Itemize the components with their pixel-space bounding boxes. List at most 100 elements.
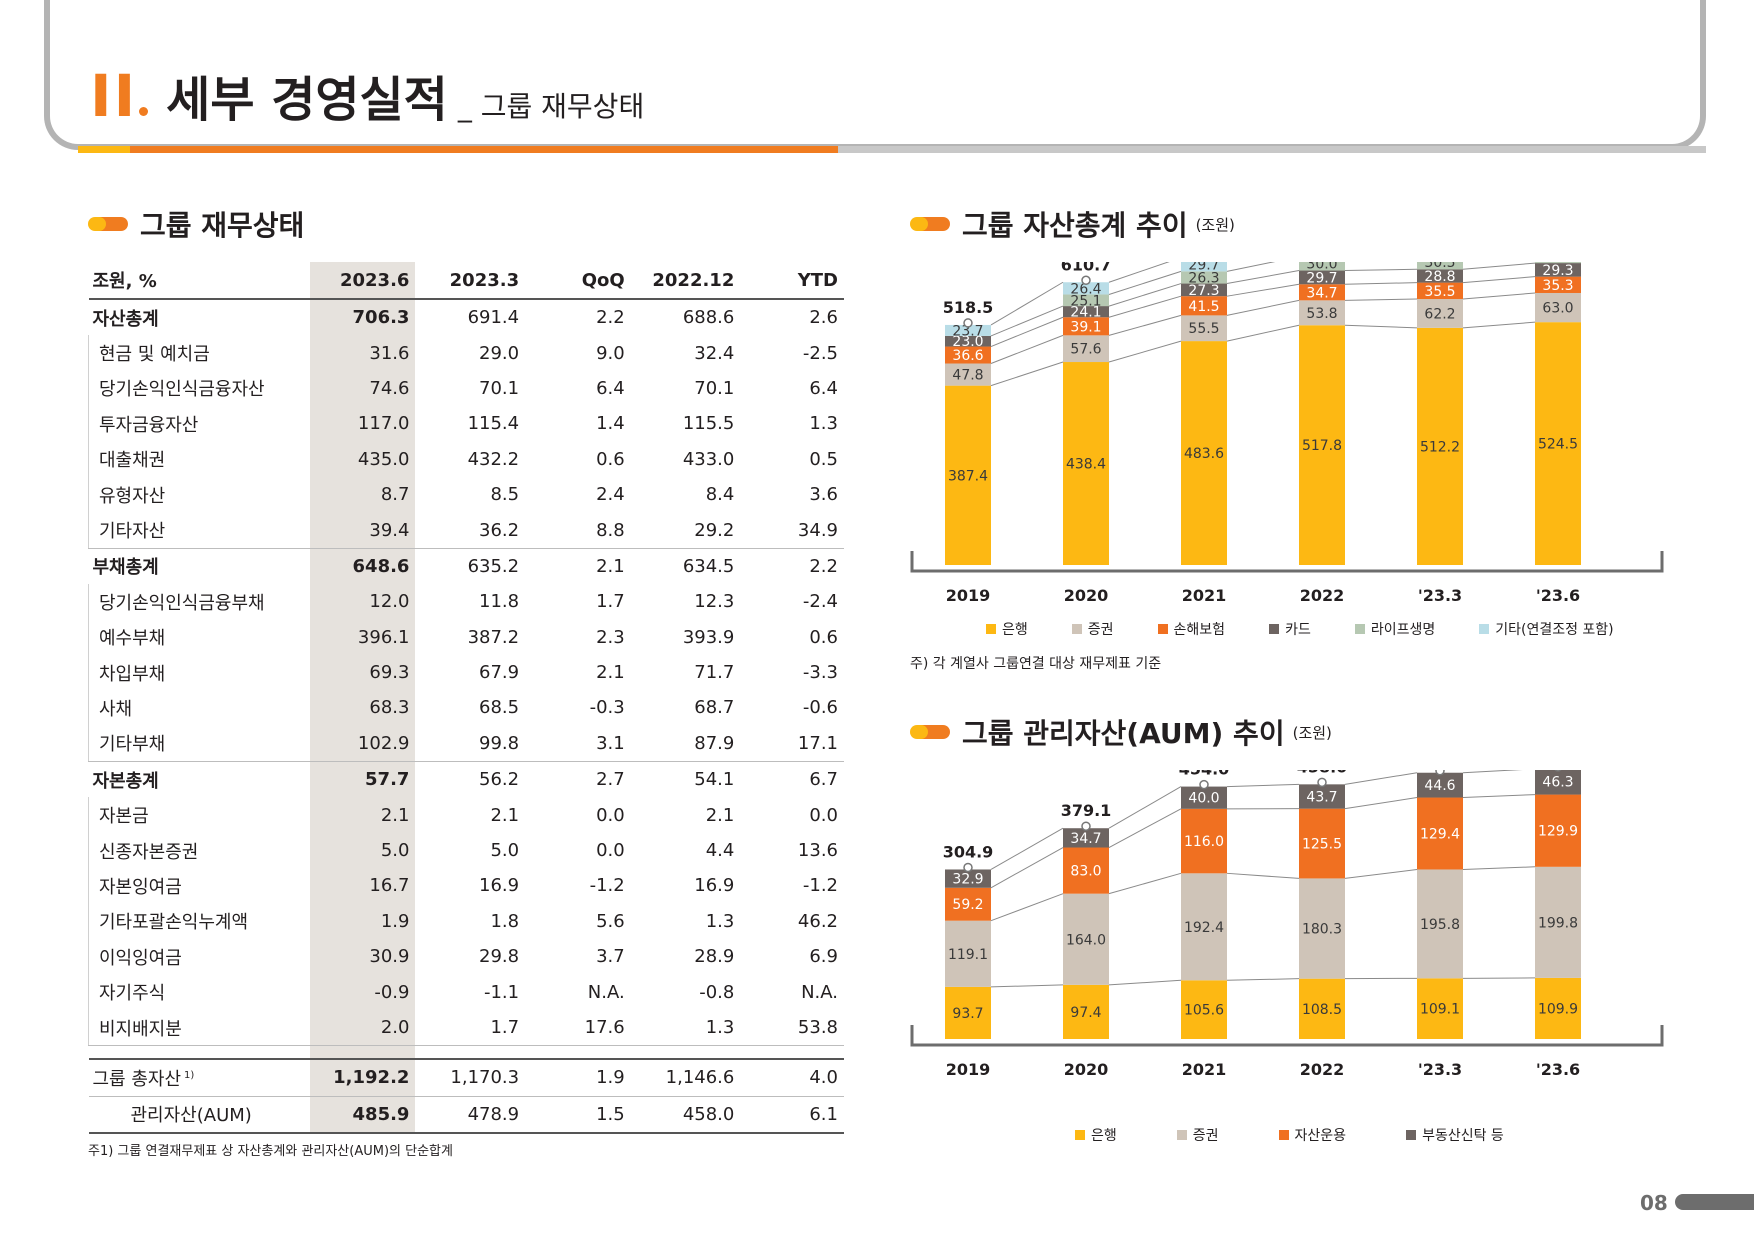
summary-row: 그룹 총자산 1) 1,192.2 1,170.3 1.9 1,146.6 4.0 (88, 1058, 844, 1097)
legend-item: 은행 (1075, 1125, 1117, 1145)
cell-value: 29.8 (479, 946, 520, 968)
row-label: 기타자산 (87, 512, 310, 549)
bullet-icon (910, 217, 950, 231)
bar-value-label: 24.1 (1070, 305, 1101, 321)
legend-item: 부동산신탁 등 (1406, 1125, 1504, 1145)
legend-item: 카드 (1269, 619, 1311, 639)
cell-value: 17.6 (525, 1009, 631, 1047)
bar-value-label: 23.0 (952, 334, 983, 350)
summary-row: 관리자산(AUM) 485.9 478.9 1.5 458.0 6.1 (88, 1096, 844, 1134)
table-row: 기타포괄손익누계액 1.9 1.8 5.6 1.3 46.2 (87, 903, 845, 940)
bar-value-label: 180.3 (1302, 922, 1342, 938)
bar-segment (1181, 980, 1227, 1039)
table-row: 기타부채 102.9 99.8 3.1 87.9 17.1 (87, 725, 844, 763)
cell-value: 1.7 (415, 1009, 526, 1047)
x-tick-label: 2022 (1300, 1060, 1345, 1079)
legend-label: 부동산신탁 등 (1422, 1128, 1504, 1144)
cell-value: 54.1 (694, 769, 735, 791)
cell-value: 396.1 (309, 619, 416, 655)
bar-value-label: 28.8 (1424, 269, 1455, 285)
cell-value: 3.7 (596, 946, 625, 968)
bar-segment (1181, 283, 1227, 297)
bar-value-label: 164.0 (1066, 932, 1106, 948)
table-row: 기타자산 39.4 36.2 8.8 29.2 34.9 (87, 512, 844, 549)
cell-value: 2.1 (596, 662, 625, 684)
header-accent-yellow (78, 146, 130, 153)
cell-value: 435.0 (309, 441, 416, 477)
x-tick-label: '23.3 (1418, 1060, 1462, 1079)
cell-value: 69.3 (309, 654, 416, 691)
cell-value: 6.9 (809, 946, 838, 968)
table-row: 자본금 2.1 2.1 0.0 2.1 0.0 (87, 797, 845, 833)
bar-value-label: 47.8 (952, 368, 983, 384)
cell-value: 28.9 (694, 946, 735, 968)
cell-value: 16.9 (479, 875, 520, 897)
bar-value-label: 524.5 (1538, 437, 1578, 453)
cell-value: 0.0 (596, 804, 625, 826)
bar-value-label: 192.4 (1184, 920, 1224, 936)
bar-segment (1535, 770, 1581, 795)
table-row: 부채총계 648.6 635.2 2.1 634.5 2.2 (89, 548, 845, 585)
connector-line (1462, 770, 1523, 774)
total-marker (1199, 779, 1209, 790)
bar-value-label: 27.3 (1188, 283, 1219, 299)
bar-value-label: 125.5 (1302, 837, 1342, 853)
connector-line (1108, 295, 1182, 318)
bar-segment (1535, 263, 1581, 277)
legend-swatch (1278, 1130, 1289, 1140)
cell-value: 1.3 (630, 1009, 741, 1047)
cell-value: 102.9 (309, 725, 416, 763)
x-tick-label: 2021 (1182, 586, 1227, 605)
bar-value-label: 195.8 (1420, 917, 1460, 933)
connector-line (1108, 314, 1182, 336)
bar-segment (1063, 362, 1109, 565)
cell-value: 688.6 (682, 307, 735, 329)
total-assets-legend: 은행 증권 손해보험 카드 라이프생명 기타(연결조정 포함) (986, 619, 1658, 639)
cell-value: 70.1 (479, 377, 520, 399)
connector-line (1108, 262, 1170, 283)
cell-value: 2.6 (809, 307, 838, 329)
connector-line (1344, 298, 1418, 301)
bullet-icon (88, 217, 128, 231)
table-header-row: 조원, % 2023.6 2023.3 QoQ 2022.12 YTD (88, 262, 844, 300)
cell-value: 2.2 (596, 307, 625, 329)
cell-value: 32.4 (694, 342, 735, 364)
bar-value-label: 62.2 (1424, 306, 1455, 322)
cell-value: 3.1 (525, 725, 631, 763)
cell-value: 1.4 (596, 413, 625, 435)
cell-value: 0.0 (596, 840, 625, 862)
cell-value: 8.8 (525, 512, 631, 549)
bar-segment (1417, 978, 1463, 1039)
bar-segment (1063, 282, 1109, 295)
legend-label: 손해보험 (1173, 622, 1226, 638)
legend-label: 증권 (1087, 622, 1114, 638)
connector-line (1226, 283, 1300, 297)
bar-segment (1181, 296, 1227, 316)
bar-segment (1535, 262, 1581, 264)
x-tick-label: 2020 (1064, 1060, 1109, 1079)
connector-line (990, 827, 1064, 870)
total-marker (1081, 275, 1091, 285)
cell-value: 46.2 (797, 910, 838, 932)
bar-value-label: 55.5 (1188, 321, 1219, 337)
bar-value-label: 41.5 (1188, 299, 1219, 315)
table-row: 자본총계 57.7 56.2 2.7 54.1 6.7 (89, 761, 845, 798)
bar-value-label: 43.7 (1306, 790, 1337, 806)
cell-value: 1.3 (809, 413, 838, 435)
legend-swatch (1406, 1130, 1417, 1140)
cell-value: 648.6 (309, 548, 416, 585)
row-label: 기타부채 (87, 725, 310, 763)
bar-value-label: 26.3 (1188, 270, 1219, 286)
row-label: 기타포괄손익누계액 (87, 903, 310, 940)
cell-value: 13.6 (797, 840, 838, 862)
bar-segment (945, 385, 991, 565)
cell-value: 36.2 (415, 512, 526, 549)
cell-value: 1,146.6 (630, 1058, 741, 1097)
row-label: 투자금융자산 (87, 406, 310, 442)
cell-value: 2.1 (309, 797, 416, 833)
cell-value: 68.5 (479, 697, 520, 719)
total-marker (1435, 770, 1445, 776)
x-tick-label: 2019 (946, 1060, 991, 1079)
bar-value-label: 30.5 (1424, 262, 1455, 271)
page-number: 08 (1640, 1191, 1668, 1215)
